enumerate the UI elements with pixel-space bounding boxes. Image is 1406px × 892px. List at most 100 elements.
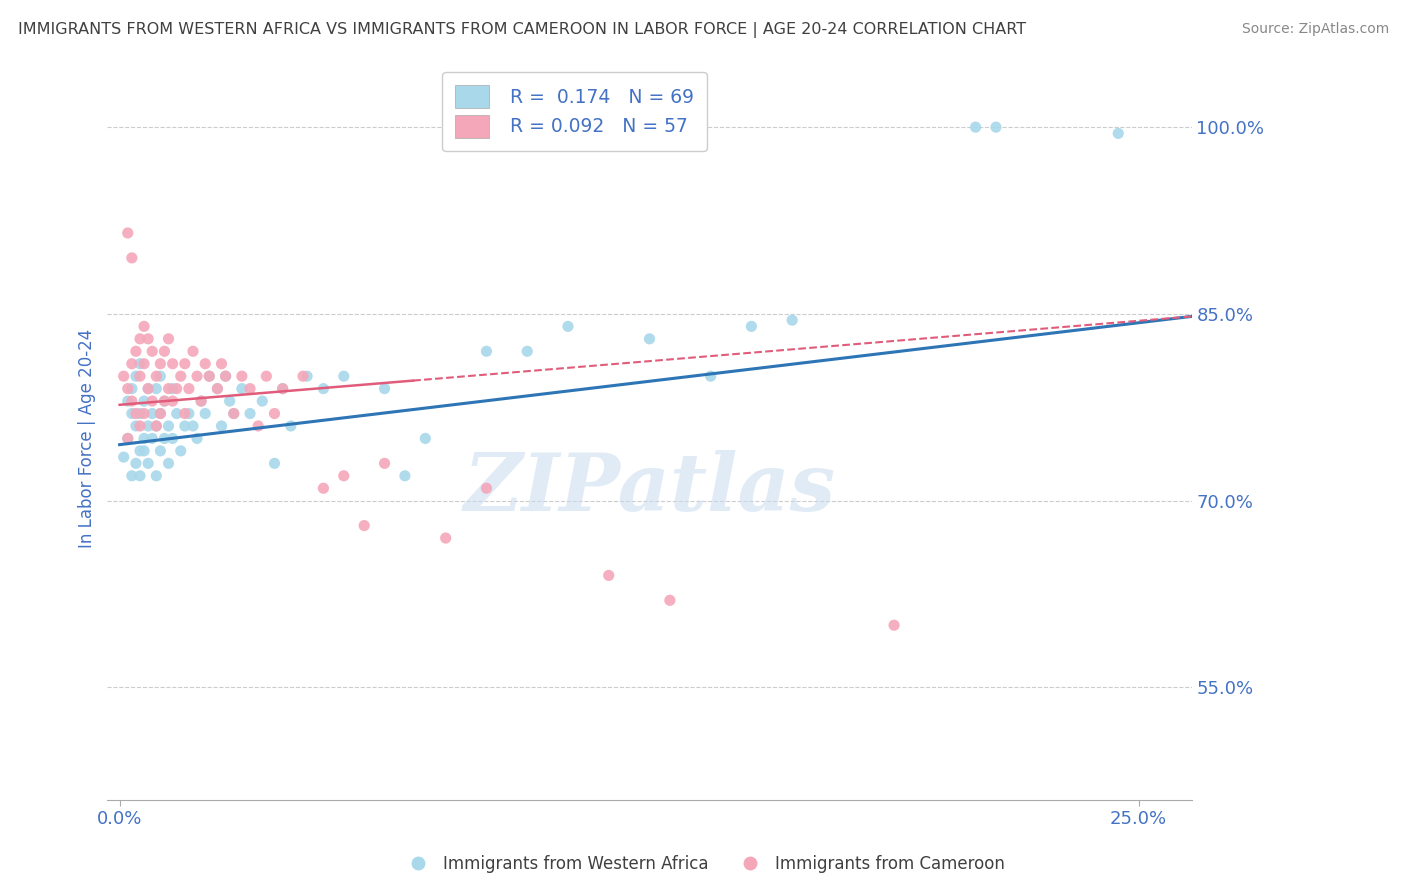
Point xyxy=(475,481,498,495)
Point xyxy=(292,369,315,384)
Point xyxy=(271,382,294,396)
Point xyxy=(149,407,172,421)
Point xyxy=(239,407,262,421)
Point xyxy=(121,407,143,421)
Point xyxy=(214,369,236,384)
Point xyxy=(145,369,167,384)
Point xyxy=(170,443,193,458)
Point xyxy=(173,357,195,371)
Point xyxy=(965,120,987,135)
Legend: Immigrants from Western Africa, Immigrants from Cameroon: Immigrants from Western Africa, Immigran… xyxy=(395,848,1011,880)
Point xyxy=(598,568,620,582)
Y-axis label: In Labor Force | Age 20-24: In Labor Force | Age 20-24 xyxy=(79,329,96,548)
Point xyxy=(132,407,155,421)
Point xyxy=(157,456,180,470)
Point xyxy=(141,344,163,359)
Point xyxy=(145,468,167,483)
Point xyxy=(280,419,302,434)
Text: ZIPatlas: ZIPatlas xyxy=(464,450,835,528)
Point xyxy=(136,382,159,396)
Point xyxy=(883,618,905,632)
Point xyxy=(207,382,229,396)
Point xyxy=(141,432,163,446)
Point xyxy=(121,382,143,396)
Point xyxy=(984,120,1007,135)
Point xyxy=(394,468,416,483)
Point xyxy=(231,382,253,396)
Point xyxy=(153,394,176,409)
Point xyxy=(247,419,270,434)
Point xyxy=(166,407,188,421)
Point xyxy=(117,382,139,396)
Point xyxy=(141,407,163,421)
Point xyxy=(129,332,152,346)
Point xyxy=(312,481,335,495)
Point xyxy=(153,432,176,446)
Point xyxy=(222,407,245,421)
Point xyxy=(353,518,375,533)
Point xyxy=(177,382,200,396)
Point xyxy=(157,419,180,434)
Point xyxy=(121,251,143,265)
Point xyxy=(475,344,498,359)
Point xyxy=(149,369,172,384)
Point xyxy=(117,432,139,446)
Point xyxy=(374,456,396,470)
Point xyxy=(194,407,217,421)
Point xyxy=(145,419,167,434)
Point xyxy=(231,369,253,384)
Point xyxy=(198,369,221,384)
Point xyxy=(173,419,195,434)
Point xyxy=(198,369,221,384)
Point xyxy=(125,369,148,384)
Point xyxy=(181,419,204,434)
Point xyxy=(271,382,294,396)
Point xyxy=(252,394,274,409)
Point xyxy=(207,382,229,396)
Point xyxy=(312,382,335,396)
Point xyxy=(162,357,184,371)
Point xyxy=(117,394,139,409)
Point xyxy=(112,369,135,384)
Point xyxy=(254,369,277,384)
Point xyxy=(129,419,152,434)
Point xyxy=(166,382,188,396)
Point xyxy=(162,382,184,396)
Point xyxy=(333,468,356,483)
Point xyxy=(263,456,285,470)
Point xyxy=(132,357,155,371)
Point xyxy=(129,468,152,483)
Point xyxy=(162,432,184,446)
Point xyxy=(125,456,148,470)
Point xyxy=(136,419,159,434)
Point xyxy=(211,419,233,434)
Point xyxy=(125,407,148,421)
Point xyxy=(125,344,148,359)
Point xyxy=(145,419,167,434)
Point xyxy=(557,319,579,334)
Point xyxy=(117,432,139,446)
Point xyxy=(239,382,262,396)
Point xyxy=(129,443,152,458)
Point xyxy=(1107,127,1129,141)
Point xyxy=(162,394,184,409)
Point xyxy=(112,450,135,464)
Point xyxy=(157,332,180,346)
Point xyxy=(638,332,661,346)
Point xyxy=(173,407,195,421)
Point xyxy=(149,357,172,371)
Point xyxy=(121,357,143,371)
Point xyxy=(190,394,212,409)
Text: IMMIGRANTS FROM WESTERN AFRICA VS IMMIGRANTS FROM CAMEROON IN LABOR FORCE | AGE : IMMIGRANTS FROM WESTERN AFRICA VS IMMIGR… xyxy=(18,22,1026,38)
Point xyxy=(125,419,148,434)
Point xyxy=(413,432,436,446)
Point xyxy=(516,344,538,359)
Point xyxy=(129,407,152,421)
Point xyxy=(145,382,167,396)
Point xyxy=(136,382,159,396)
Point xyxy=(141,394,163,409)
Point xyxy=(333,369,356,384)
Point xyxy=(374,382,396,396)
Point xyxy=(153,394,176,409)
Point xyxy=(121,394,143,409)
